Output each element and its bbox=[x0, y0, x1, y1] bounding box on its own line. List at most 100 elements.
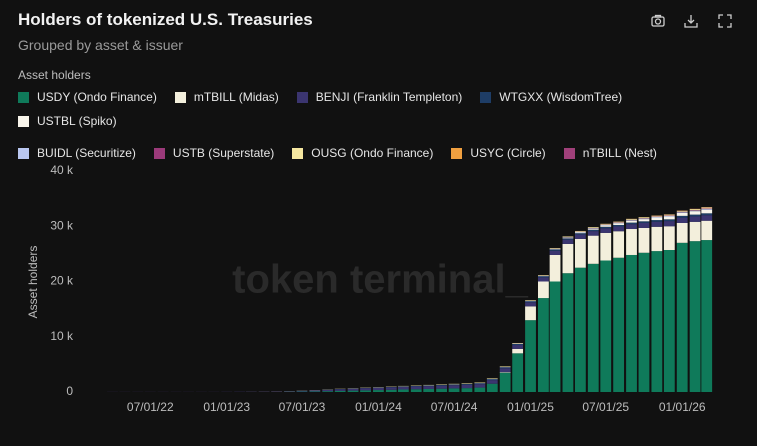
bar-segment bbox=[347, 388, 359, 391]
bar-segment bbox=[626, 218, 637, 220]
bar-segment bbox=[347, 390, 359, 392]
camera-button[interactable] bbox=[651, 14, 665, 27]
x-tick-label: 01/01/24 bbox=[355, 400, 402, 414]
legend-label: USDY (Ondo Finance) bbox=[37, 90, 157, 104]
legend-swatch bbox=[296, 91, 308, 103]
bar-segment bbox=[423, 388, 435, 392]
legend-label: USTBL (Spiko) bbox=[37, 114, 117, 128]
bar-segment bbox=[322, 391, 334, 392]
bar-segment bbox=[587, 229, 599, 232]
bar-segment bbox=[512, 353, 524, 392]
legend: USDY (Ondo Finance) mTBILL (Midas) BENJI (… bbox=[18, 89, 748, 161]
bar-segment bbox=[549, 250, 561, 255]
bar-segment bbox=[638, 222, 650, 228]
bar-segment bbox=[600, 225, 612, 227]
legend-item[interactable]: USTBL (Spiko) bbox=[18, 113, 117, 129]
bar-segment bbox=[587, 231, 599, 236]
bar-segment bbox=[373, 387, 384, 391]
legend-item[interactable]: USYC (Circle) bbox=[451, 145, 546, 161]
download-button[interactable] bbox=[684, 15, 698, 28]
bar-segment bbox=[499, 366, 511, 368]
bar-segment bbox=[574, 234, 586, 239]
bar-segment bbox=[474, 382, 486, 384]
bar-segment bbox=[461, 384, 473, 389]
legend-item[interactable]: OUSG (Ondo Finance) bbox=[292, 145, 433, 161]
bar-segment bbox=[663, 226, 675, 251]
bar-segment bbox=[701, 209, 713, 214]
bar-segment bbox=[397, 389, 409, 392]
bar-segment bbox=[538, 298, 549, 392]
bar-segment bbox=[562, 243, 574, 274]
bar-segment bbox=[410, 386, 422, 390]
bar-segment bbox=[448, 388, 460, 392]
legend-item[interactable]: nTBILL (Nest) bbox=[563, 145, 657, 161]
bar-segment bbox=[651, 215, 663, 217]
legend-swatch bbox=[174, 91, 186, 103]
bar-segment bbox=[587, 227, 599, 228]
bar-segment bbox=[638, 221, 650, 223]
bar-segment bbox=[663, 221, 675, 227]
bar-segment bbox=[663, 250, 675, 392]
bar-segment bbox=[689, 209, 701, 211]
bar-segment bbox=[499, 368, 511, 373]
x-tick-label: 01/01/25 bbox=[507, 400, 554, 414]
bar-segment bbox=[499, 372, 511, 392]
bar-segment bbox=[651, 217, 663, 221]
bar-segment bbox=[549, 254, 561, 282]
y-tick-label: 30 k bbox=[50, 218, 74, 232]
y-tick-label: 20 k bbox=[50, 274, 74, 288]
legend-swatch bbox=[18, 91, 29, 103]
legend-swatch bbox=[451, 147, 463, 159]
legend-label: OUSG (Ondo Finance) bbox=[311, 146, 434, 160]
bar-segment bbox=[538, 277, 549, 282]
legend-item[interactable]: BUIDL (Securitize) bbox=[18, 145, 136, 161]
bar-segment bbox=[525, 300, 536, 301]
legend-item[interactable]: WTGXX (WisdomTree) bbox=[480, 89, 622, 105]
bar-segment bbox=[423, 386, 435, 389]
bar-segment bbox=[676, 212, 688, 216]
x-tick-label: 01/01/23 bbox=[203, 400, 250, 414]
bar-segment bbox=[461, 383, 473, 385]
legend-item[interactable]: mTBILL (Midas) bbox=[174, 89, 279, 105]
chart-title: Holders of tokenized U.S. Treasuries bbox=[18, 10, 313, 29]
bar-segment bbox=[587, 228, 599, 230]
bar-segment bbox=[397, 386, 409, 390]
y-tick-label: 0 bbox=[66, 384, 73, 398]
bar-segment bbox=[486, 383, 498, 392]
expand-button[interactable] bbox=[718, 14, 732, 28]
bar-segment bbox=[296, 390, 308, 392]
bar-segment bbox=[486, 380, 498, 384]
bar-segment bbox=[638, 252, 650, 392]
bar-segment bbox=[525, 302, 536, 307]
bar-segment bbox=[309, 391, 321, 392]
bar-segment bbox=[689, 221, 701, 242]
legend-item[interactable]: BENJI (Franklin Templeton) bbox=[296, 89, 462, 105]
bar-segment bbox=[600, 232, 612, 261]
bar-segment bbox=[676, 217, 688, 223]
bar-segment bbox=[626, 222, 637, 225]
bar-segment bbox=[676, 242, 688, 392]
bar-segment bbox=[512, 348, 524, 354]
legend-swatch bbox=[292, 147, 304, 159]
bar-segment bbox=[676, 222, 688, 243]
bar-segment bbox=[474, 387, 486, 392]
bar-segment bbox=[689, 214, 701, 217]
bar-segment bbox=[613, 226, 625, 232]
legend-item[interactable]: USTB (Superstate) bbox=[153, 145, 274, 161]
bar-segment bbox=[701, 207, 713, 209]
legend-swatch bbox=[18, 115, 29, 127]
bar-segment bbox=[574, 233, 586, 235]
bar-segment bbox=[626, 220, 637, 223]
bar-segment bbox=[486, 379, 498, 381]
bar-segment bbox=[651, 221, 663, 227]
legend-label: WTGXX (WisdomTree) bbox=[499, 90, 623, 104]
bar-segment bbox=[689, 210, 701, 212]
bar-segment bbox=[525, 306, 536, 321]
bar-segment bbox=[613, 223, 625, 225]
bar-segment bbox=[676, 212, 688, 213]
bar-segment bbox=[360, 388, 371, 391]
bar-segment bbox=[638, 218, 650, 220]
legend-label: BUIDL (Securitize) bbox=[37, 146, 136, 160]
legend-label: nTBILL (Nest) bbox=[582, 146, 657, 160]
legend-item[interactable]: USDY (Ondo Finance) bbox=[18, 89, 157, 105]
